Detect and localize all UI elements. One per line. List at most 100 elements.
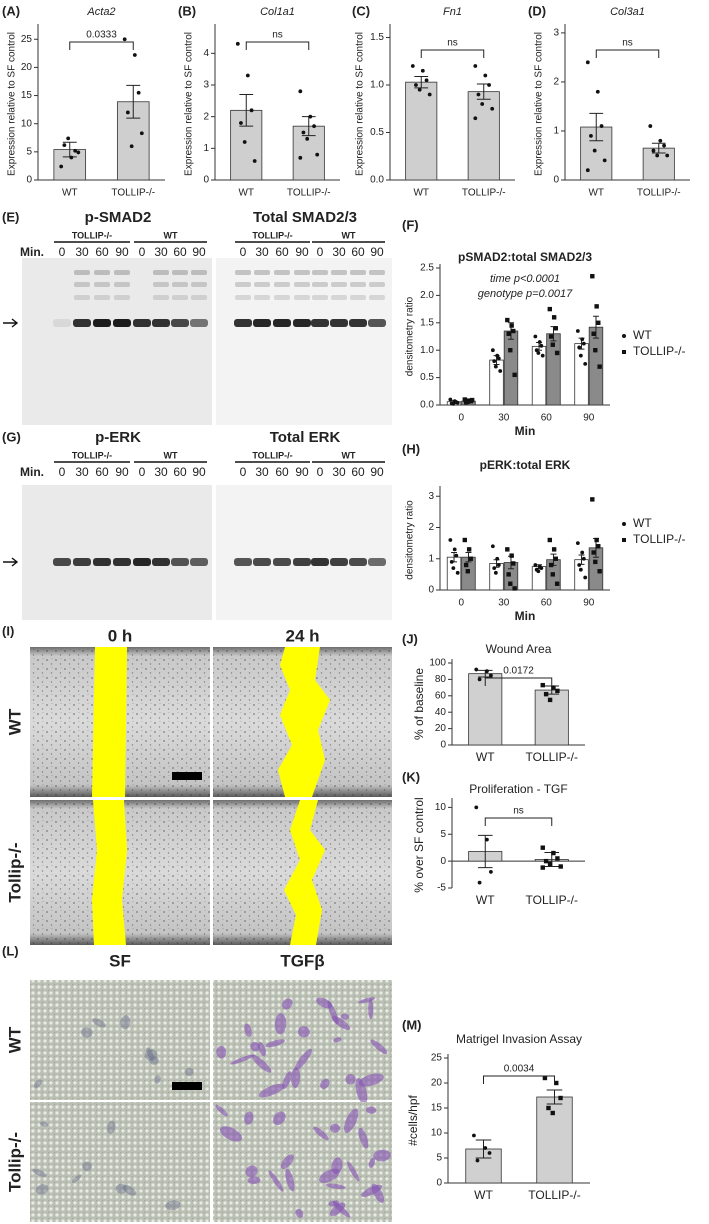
blot-smear: [294, 270, 310, 275]
panel-label: (K): [402, 769, 420, 784]
data-point: [597, 569, 602, 574]
annotation: time p<0.0001: [490, 273, 560, 285]
data-point: [581, 341, 586, 346]
lane-label: 60: [173, 465, 187, 479]
data-point: [132, 53, 137, 57]
stained-cell: [219, 1126, 243, 1142]
comparison-bracket: [484, 817, 553, 826]
y-tick-label: 0.0: [370, 175, 384, 186]
blot-band: [368, 558, 386, 566]
legend-symbol: [622, 334, 626, 338]
data-point: [490, 348, 495, 353]
data-point: [539, 343, 544, 348]
bar: [405, 81, 438, 181]
blot-smear: [74, 282, 90, 287]
stained-cell: [282, 1071, 292, 1090]
data-point: [511, 328, 516, 334]
comparison-label: 0.0333: [86, 30, 117, 41]
data-point: [122, 37, 127, 42]
blot-band: [133, 319, 151, 327]
y-tick-label: 60: [435, 690, 447, 701]
x-axis-label: Min: [515, 424, 536, 438]
blot-band: [190, 558, 208, 566]
data-point: [599, 124, 604, 128]
data-point: [455, 570, 460, 575]
lane-label: 60: [275, 465, 289, 479]
data-point: [76, 150, 81, 155]
y-tick-label: 1.5: [420, 317, 434, 328]
data-point: [512, 372, 517, 378]
data-point: [658, 138, 663, 143]
y-tick-label: 1: [428, 553, 434, 564]
blot-smear: [153, 295, 169, 300]
data-point: [651, 148, 656, 153]
group-label: WT: [342, 230, 356, 240]
data-point: [493, 570, 498, 575]
data-point: [555, 856, 560, 861]
lane-label: 30: [255, 465, 269, 479]
group-label: TOLLIP-/-: [252, 450, 292, 460]
data-point: [424, 78, 429, 83]
data-point: [533, 563, 538, 567]
lane-label: 30: [154, 245, 168, 259]
group-label: TOLLIP-/-: [72, 230, 112, 240]
data-point: [489, 869, 493, 874]
stained-cell: [165, 1200, 181, 1210]
y-tick-label: 2: [428, 522, 434, 533]
stained-cell: [107, 1120, 116, 1134]
data-point: [540, 682, 545, 688]
data-point: [575, 541, 580, 546]
lane-label: 90: [115, 245, 129, 259]
stained-cell: [81, 1027, 93, 1038]
chart-title: pSMAD2:total SMAD2/3: [458, 250, 592, 264]
y-tick-label: 0: [203, 175, 209, 186]
blot-image: [22, 258, 212, 425]
data-point: [542, 1075, 548, 1081]
data-point: [473, 64, 478, 68]
data-point: [495, 556, 500, 561]
y-tick-label: 20: [21, 62, 33, 73]
x-tick-label: TOLLIP-/-: [287, 188, 331, 199]
blot-smear: [153, 270, 169, 275]
data-point: [451, 402, 456, 406]
wound-area: [284, 800, 325, 945]
lane-label: 30: [255, 245, 269, 259]
data-point: [472, 1133, 476, 1138]
x-tick-label: 30: [498, 598, 510, 609]
lane-label: 0: [240, 245, 247, 259]
stained-cell: [35, 1184, 49, 1195]
error-bar: [592, 315, 599, 339]
y-tick-label: 0: [26, 175, 32, 186]
lane-label: 90: [370, 245, 384, 259]
row-label: Tollip-/-: [5, 842, 24, 902]
blot-band: [133, 558, 151, 566]
y-axis-label: % of baseline: [412, 668, 426, 740]
lane-label: 90: [115, 465, 129, 479]
y-tick-label: 1.0: [420, 345, 434, 356]
y-tick-label: 100: [429, 658, 446, 669]
blot-band: [311, 558, 329, 566]
data-point: [476, 92, 481, 97]
y-axis-label: Expression relative to SF control: [7, 32, 18, 176]
stained-cell: [32, 1168, 47, 1177]
y-tick-label: 2: [553, 77, 559, 88]
data-point: [547, 697, 553, 703]
data-point: [508, 581, 513, 586]
data-point: [315, 152, 320, 157]
blot-smear: [94, 270, 110, 275]
data-point: [239, 121, 243, 125]
panel-label: (D): [528, 3, 546, 18]
blot-smear: [153, 282, 169, 287]
row-label: Min.: [20, 465, 44, 479]
blot-smear: [114, 270, 130, 275]
lane-label: 60: [351, 245, 365, 259]
blot-smear: [294, 282, 310, 287]
y-tick-label: 10: [431, 1128, 443, 1139]
data-point: [591, 550, 596, 555]
blot-image: [216, 485, 392, 620]
x-tick-label: WT: [413, 188, 429, 199]
column-label: SF: [109, 951, 131, 970]
blot-smear: [172, 282, 188, 287]
blot-band: [152, 319, 170, 327]
blot-band: [93, 558, 111, 566]
